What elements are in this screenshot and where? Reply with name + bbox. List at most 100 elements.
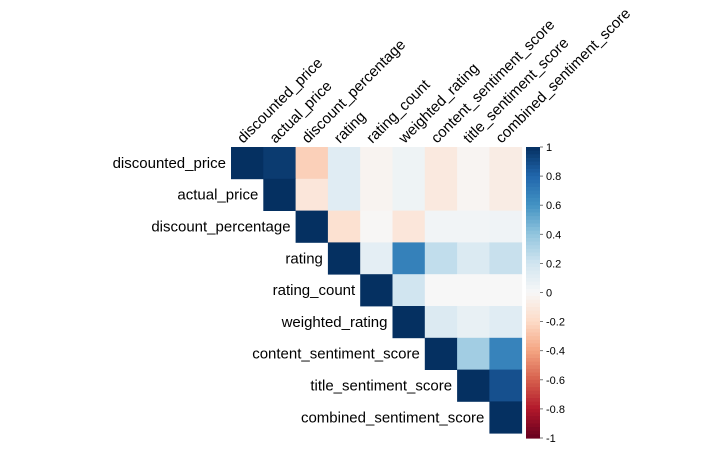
color-legend-tick-label: 0.6	[546, 200, 561, 212]
color-legend-segment	[526, 419, 540, 425]
color-legend-segment	[526, 168, 540, 174]
color-legend-segment	[526, 241, 540, 246]
heatmap-cell-discounted_price-weighted_rating	[392, 147, 426, 180]
heatmap-cell-weighted_rating-content_sentiment_score	[424, 306, 458, 339]
heatmap-cell-actual_price-combined_sentiment_score	[489, 178, 523, 211]
color-legend-segment	[526, 317, 540, 323]
color-legend-segment	[526, 212, 540, 217]
color-legend-segment	[526, 165, 540, 170]
heatmap-cell-discounted_price-discounted_price	[231, 147, 264, 180]
heatmap-cell-rating-title_sentiment_score	[457, 242, 490, 275]
color-legend-segment	[526, 194, 540, 199]
color-legend-segment	[526, 234, 540, 239]
heatmap-cell-rating-rating_count	[360, 242, 393, 275]
color-legend-segment	[526, 263, 540, 268]
heatmap-cell-rating-weighted_rating	[392, 242, 426, 275]
heatmap-cell-title_sentiment_score-title_sentiment_score	[457, 369, 490, 402]
color-legend-segment	[526, 190, 540, 195]
heatmap-cell-actual_price-discount_percentage	[295, 178, 329, 211]
heatmap-cell-actual_price-weighted_rating	[392, 178, 426, 211]
color-legend-segment	[526, 310, 540, 315]
heatmap-cell-weighted_rating-weighted_rating	[392, 306, 426, 339]
color-legend-segment	[526, 325, 540, 330]
color-legend-segment	[526, 205, 540, 210]
heatmap-cell-discount_percentage-title_sentiment_score	[457, 210, 490, 243]
color-legend-tick-label: -0.6	[546, 375, 565, 387]
color-legend-segment	[526, 416, 540, 421]
color-legend-segment	[526, 314, 540, 319]
row-label-combined_sentiment_score: combined_sentiment_score	[301, 409, 484, 426]
color-legend-segment	[526, 227, 540, 232]
heatmap-cell-discount_percentage-content_sentiment_score	[424, 210, 458, 243]
color-legend	[526, 147, 540, 439]
color-legend-segment	[526, 270, 540, 275]
color-legend-segment	[526, 237, 540, 243]
color-legend-segment	[526, 408, 540, 414]
heatmap-cell-rating-content_sentiment_score	[424, 242, 458, 275]
color-legend-segment	[526, 379, 540, 385]
color-legend-segment	[526, 248, 540, 254]
color-legend-segment	[526, 197, 540, 203]
color-legend-tick-label: -0.8	[546, 404, 565, 416]
heatmap-cell-discounted_price-actual_price	[263, 147, 296, 180]
color-legend-segment	[526, 383, 540, 388]
color-legend-segment	[526, 281, 540, 286]
color-legend-segment	[526, 423, 540, 428]
color-legend-segment	[526, 350, 540, 355]
color-legend-segment	[526, 328, 540, 334]
heatmap-cell-actual_price-actual_price	[263, 178, 296, 211]
color-legend-tick-label: 0.2	[546, 258, 561, 270]
color-legend-ticks: 1 0.8 0.6 0.4 0.2 0 -0.2 -0.4 -0.6 -0.8 -1	[540, 142, 565, 445]
color-legend-segment	[526, 285, 540, 290]
column-labels: discounted_priceactual_pricediscount_per…	[234, 5, 634, 147]
color-legend-segment	[526, 372, 540, 377]
color-legend-tick-label: 1	[546, 142, 552, 154]
row-label-rating_count: rating_count	[273, 282, 356, 299]
color-legend-segment	[526, 201, 540, 206]
heatmap-cell-rating_count-combined_sentiment_score	[489, 274, 523, 307]
heatmap-cell-discount_percentage-weighted_rating	[392, 210, 426, 243]
color-legend-segment	[526, 434, 540, 439]
heatmap-cell-actual_price-title_sentiment_score	[457, 178, 490, 211]
color-legend-segment	[526, 223, 540, 228]
color-legend-segment	[526, 321, 540, 326]
heatmap-cell-discounted_price-rating_count	[360, 147, 393, 180]
color-legend-segment	[526, 332, 540, 337]
color-legend-segment	[526, 187, 540, 192]
heatmap-cell-title_sentiment_score-combined_sentiment_score	[489, 369, 523, 402]
color-legend-tick-label: 0.4	[546, 229, 561, 241]
heatmap-cell-content_sentiment_score-title_sentiment_score	[457, 337, 490, 370]
color-legend-segment	[526, 299, 540, 305]
row-label-rating: rating	[285, 250, 323, 267]
heatmap-cells	[231, 147, 523, 434]
color-legend-segment	[526, 274, 540, 279]
color-legend-segment	[526, 394, 540, 399]
color-legend-segment	[526, 179, 540, 184]
color-legend-segment	[526, 216, 540, 221]
color-legend-segment	[526, 368, 540, 374]
color-legend-segment	[526, 288, 540, 294]
color-legend-tick-label: -1	[546, 433, 556, 445]
row-label-actual_price: actual_price	[177, 187, 258, 204]
heatmap-cell-discount_percentage-rating	[327, 210, 361, 243]
heatmap-cell-rating_count-content_sentiment_score	[424, 274, 458, 307]
color-legend-segment	[526, 277, 540, 283]
color-legend-segment	[526, 336, 540, 341]
color-legend-segment	[526, 208, 540, 214]
color-legend-segment	[526, 230, 540, 235]
heatmap-cell-rating_count-title_sentiment_score	[457, 274, 490, 307]
color-legend-segment	[526, 172, 540, 177]
color-legend-segment	[526, 267, 540, 272]
color-legend-segment	[526, 303, 540, 308]
heatmap-cell-actual_price-rating	[327, 178, 361, 211]
heatmap-cell-weighted_rating-combined_sentiment_score	[489, 306, 523, 339]
color-legend-segment	[526, 183, 540, 188]
heatmap-cell-content_sentiment_score-content_sentiment_score	[424, 337, 458, 370]
color-legend-segment	[526, 252, 540, 257]
heatmap-cell-rating_count-rating_count	[360, 274, 393, 307]
heatmap-cell-discount_percentage-combined_sentiment_score	[489, 210, 523, 243]
color-legend-segment	[526, 412, 540, 417]
color-legend-segment	[526, 427, 540, 432]
